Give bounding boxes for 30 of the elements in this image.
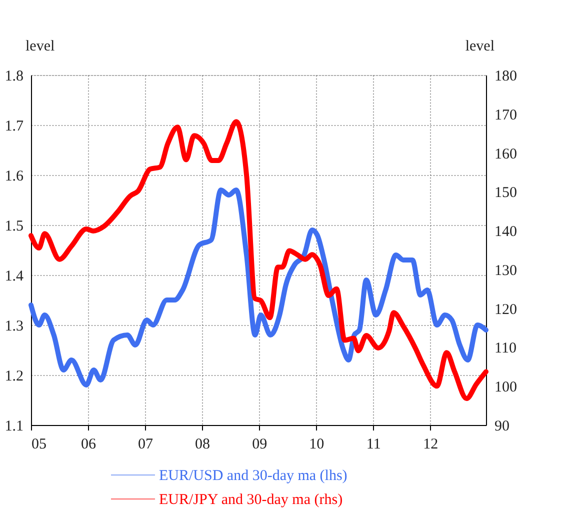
y2-tick-label: 140 — [494, 224, 517, 240]
y2-tick-label: 150 — [494, 185, 517, 202]
x-tick-label: 10 — [309, 436, 324, 452]
y-axis-title: level — [26, 38, 55, 54]
y2-tick-label: 180 — [494, 68, 517, 84]
y-tick-label: 1.4 — [4, 268, 24, 284]
legend-label: EUR/USD and 30-day ma (lhs) — [159, 468, 348, 484]
legend-label: EUR/JPY and 30-day ma (rhs) — [159, 492, 343, 508]
y2-tick-label: 130 — [494, 262, 517, 279]
x-tick-label: 08 — [195, 436, 210, 452]
y-tick-label: 1.3 — [4, 318, 24, 334]
x-tick-label: 07 — [138, 436, 154, 452]
y2-tick-label: 100 — [494, 380, 517, 396]
y-tick-label: 1.8 — [4, 68, 24, 84]
y-tick-label: 1.1 — [4, 418, 24, 434]
x-tick-label: 09 — [252, 436, 268, 452]
x-tick-label: 05 — [32, 436, 46, 452]
y2-tick-label: 170 — [494, 107, 517, 124]
y2-tick-label: 160 — [494, 146, 517, 162]
y2-tick-label: 90 — [494, 418, 510, 434]
x-tick-label: 11 — [366, 436, 381, 452]
y-tick-label: 1.7 — [4, 118, 24, 134]
y2-tick-label: 120 — [494, 302, 517, 318]
y-tick-label: 1.5 — [4, 218, 24, 234]
y-tick-label: 1.6 — [4, 168, 24, 184]
x-tick-label: 12 — [423, 436, 438, 452]
y2-axis-title: level — [465, 38, 494, 54]
y-tick-label: 1.2 — [4, 368, 24, 384]
x-tick-label: 06 — [81, 436, 97, 452]
y2-tick-label: 110 — [494, 340, 516, 357]
